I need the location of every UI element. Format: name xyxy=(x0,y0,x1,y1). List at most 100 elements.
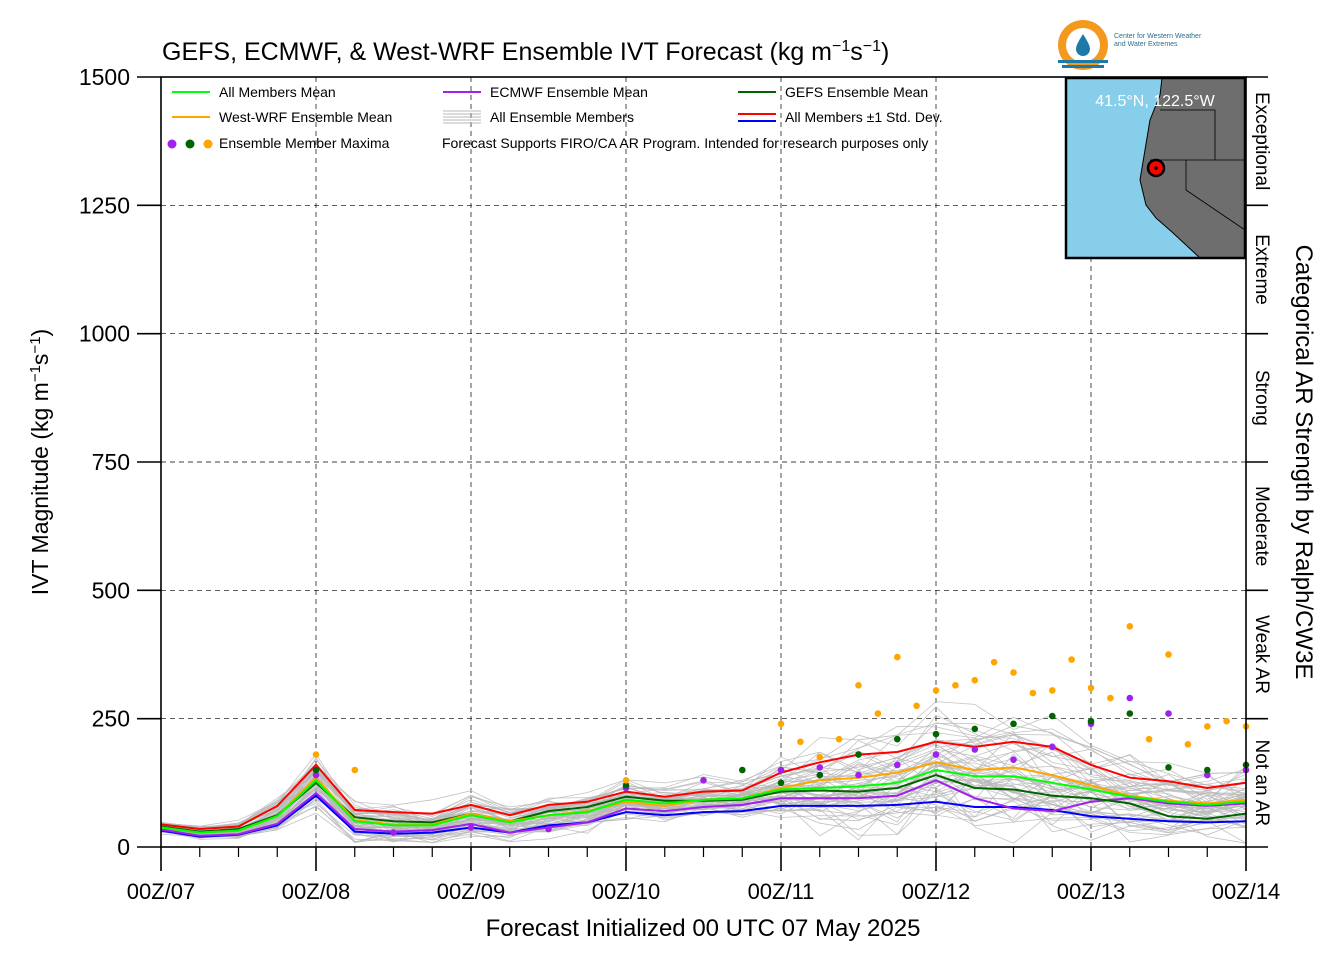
maxima-dot-gefs xyxy=(971,725,979,733)
maxima-dot-west-wrf xyxy=(351,766,359,774)
maxima-dot-ecmwf xyxy=(545,825,552,833)
legend-label-maxima: Ensemble Member Maxima xyxy=(219,135,390,151)
legend-swatch-std xyxy=(738,113,776,122)
series-line-std-upper xyxy=(160,740,1247,831)
maxima-dot-west-wrf xyxy=(1145,735,1153,743)
logo-wave-2 xyxy=(1062,65,1104,68)
maxima-dot-ecmwf xyxy=(1204,771,1211,779)
maxima-dot-gefs xyxy=(1010,720,1017,728)
maxima-dot-gefs xyxy=(1204,766,1211,774)
chart-title: GEFS, ECMWF, & West-WRF Ensemble IVT For… xyxy=(162,38,889,66)
x-tick-label: 00Z/12 xyxy=(902,879,971,904)
maxima-dot-gefs xyxy=(1087,717,1095,725)
maxima-dot-gefs xyxy=(816,771,824,779)
maxima-dot-west-wrf xyxy=(1165,651,1172,658)
x-tick-label: 00Z/08 xyxy=(282,879,351,904)
logo-text-line1: Center for Western Weather xyxy=(1114,33,1202,40)
maxima-dot-west-wrf xyxy=(1204,723,1211,730)
maxima-dot-ecmwf xyxy=(700,777,707,784)
legend-maxima-dot-wrf xyxy=(203,139,213,149)
maxima-dot-gefs xyxy=(312,766,320,774)
maxima-dot-ecmwf xyxy=(312,771,320,779)
maxima-dot-ecmwf xyxy=(932,751,940,758)
series-line-std-lower xyxy=(160,794,1247,838)
legend-label-gefs-mean: GEFS Ensemble Mean xyxy=(785,84,928,100)
maxima-dot-west-wrf xyxy=(1107,694,1114,702)
maxima-dot-gefs xyxy=(932,730,940,738)
x-tick-label: 00Z/10 xyxy=(592,879,661,904)
maxima-dot-west-wrf xyxy=(312,751,320,758)
ensemble-member-line xyxy=(160,722,1247,831)
x-tick-label: 00Z/07 xyxy=(127,879,196,904)
category-label: Moderate xyxy=(1251,486,1272,566)
maxima-dot-west-wrf xyxy=(990,658,998,666)
inset-frame xyxy=(1064,76,1247,260)
maxima-dot-west-wrf xyxy=(952,682,959,689)
maxima-dot-ecmwf xyxy=(1126,694,1134,702)
series-line-ecmwf-mean xyxy=(160,779,1247,837)
maxima-dot-gefs xyxy=(1049,712,1056,720)
maxima-dot-west-wrf xyxy=(874,710,882,717)
maxima-dot-ecmwf xyxy=(855,771,862,779)
y-tick-label: 0 xyxy=(117,834,130,860)
maxima-dot-ecmwf xyxy=(390,829,397,836)
category-label: Strong xyxy=(1251,370,1272,426)
category-label: Exceptional xyxy=(1251,92,1272,190)
x-tick-label: 00Z/14 xyxy=(1212,879,1281,904)
category-label: Weak AR xyxy=(1251,615,1272,694)
mean-series xyxy=(160,740,1247,838)
inset-location-label: 41.5°N, 122.5°W xyxy=(1095,93,1215,110)
logo-text: Center for Western Weather and Water Ext… xyxy=(1114,33,1201,49)
maxima-dot-west-wrf xyxy=(913,702,920,710)
legend-swatch-all-members xyxy=(443,110,481,124)
maxima-dot-west-wrf xyxy=(932,687,940,694)
maxima-dot-ecmwf xyxy=(894,761,901,769)
maxima-dot-west-wrf xyxy=(1126,623,1134,630)
maxima-dot-ecmwf xyxy=(816,764,824,771)
legend-maxima-dot-gefs xyxy=(185,139,195,149)
maxima-dot-gefs xyxy=(855,751,862,758)
maxima-dot-west-wrf xyxy=(894,653,901,661)
maxima-dot-west-wrf xyxy=(1087,684,1095,692)
x-tick-label: 00Z/11 xyxy=(748,879,815,904)
maxima-dot-west-wrf xyxy=(1010,669,1017,676)
y-tick-label: 1250 xyxy=(79,192,130,218)
legend-label-all-mean: All Members Mean xyxy=(219,84,336,100)
maxima-dot-west-wrf xyxy=(816,753,824,761)
legend-label-std: All Members ±1 Std. Dev. xyxy=(785,109,943,125)
logo-drop-icon xyxy=(1076,34,1090,56)
y-tick-label: 1500 xyxy=(79,64,130,90)
ensemble-member-line xyxy=(160,798,1247,844)
category-label: Extreme xyxy=(1251,234,1272,305)
maxima-dot-west-wrf xyxy=(1049,687,1056,694)
maxima-dot-ecmwf xyxy=(777,766,785,774)
maxima-dot-west-wrf xyxy=(835,735,843,743)
cw3e-logo xyxy=(1058,20,1108,70)
category-label: Not an AR xyxy=(1251,740,1272,827)
legend: All Members Mean ECMWF Ensemble Mean GEF… xyxy=(167,84,943,151)
ensemble-maxima xyxy=(312,623,1250,836)
inset-location-center xyxy=(1154,166,1158,170)
legend-label-wrf-mean: West-WRF Ensemble Mean xyxy=(219,109,392,125)
maxima-dot-west-wrf xyxy=(1184,741,1192,748)
maxima-dot-gefs xyxy=(894,735,901,743)
maxima-dot-west-wrf xyxy=(797,738,804,746)
logo-wave-1 xyxy=(1058,60,1108,63)
location-inset-map: 41.5°N, 122.5°W xyxy=(1064,76,1247,260)
legend-maxima-dot-ecmwf xyxy=(167,139,177,149)
y-tick-label: 1000 xyxy=(79,321,130,347)
right-axis-label: Categorical AR Strength by Ralph/CW3E xyxy=(1290,245,1317,680)
y-axis-label: IVT Magnitude (kg m−1s−1) xyxy=(27,329,53,595)
maxima-dot-ecmwf xyxy=(467,824,475,831)
legend-label-all-members: All Ensemble Members xyxy=(490,109,634,125)
inset-borders xyxy=(1150,109,1246,231)
maxima-dot-west-wrf xyxy=(777,720,785,728)
maxima-dot-west-wrf xyxy=(971,676,979,684)
maxima-dot-ecmwf xyxy=(1049,743,1056,751)
maxima-dot-gefs xyxy=(622,782,630,789)
maxima-dot-west-wrf xyxy=(855,682,862,689)
logo-text-line2: and Water Extremes xyxy=(1114,41,1178,48)
maxima-dot-west-wrf xyxy=(1068,656,1075,663)
